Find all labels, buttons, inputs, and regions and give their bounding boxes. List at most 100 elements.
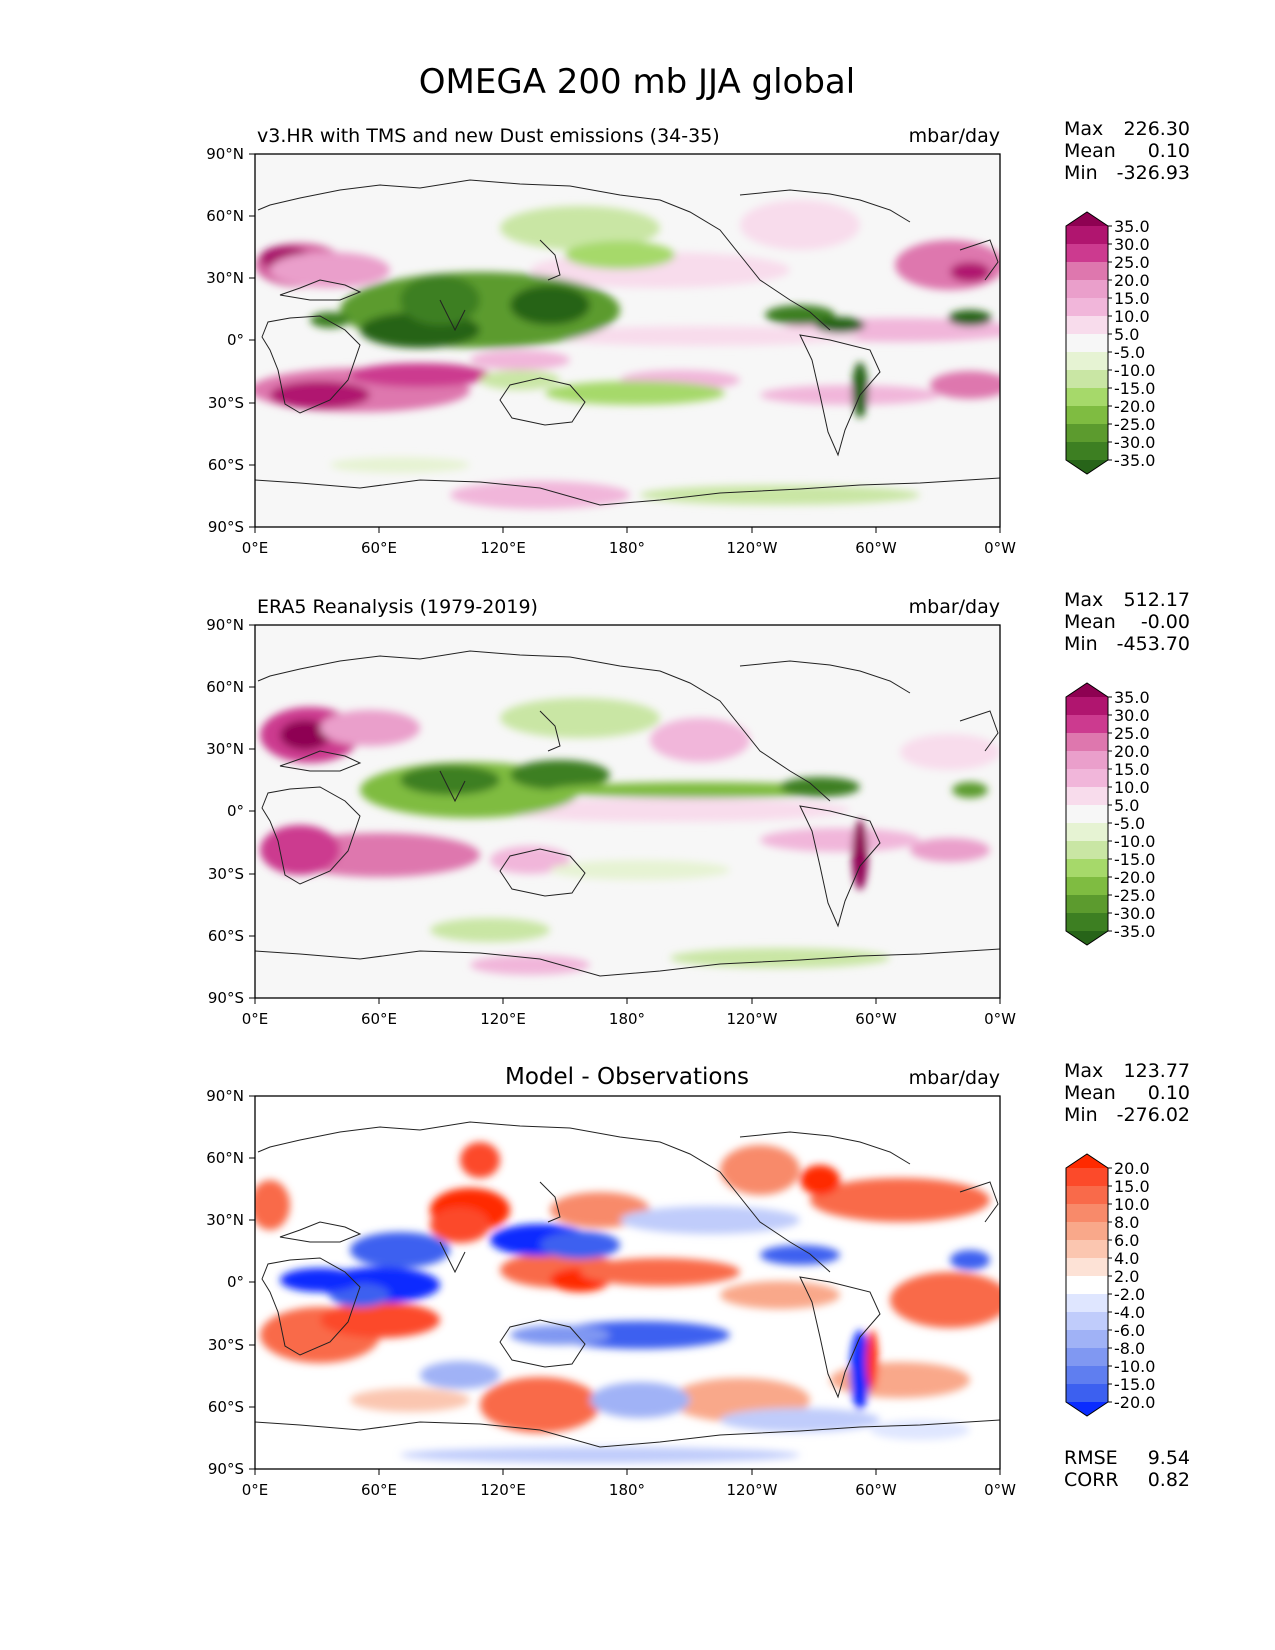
colorbar-tick-label: 15.0: [1114, 1177, 1150, 1196]
colorbar-bin: [1066, 1348, 1108, 1367]
colorbar-bin: [1066, 316, 1108, 335]
colorbar-bin: [1066, 1204, 1108, 1223]
y-tick-label: 30°S: [208, 394, 244, 412]
y-tick-label: 90°S: [208, 1460, 244, 1478]
colorbar-bin: [1066, 877, 1108, 896]
colorbar: 35.030.025.020.015.010.05.0-5.0-10.0-15.…: [1065, 211, 1155, 475]
x-axis: 0°E 60°E 120°E 180° 120°W 60°W 0°W: [242, 527, 1016, 557]
colorbar-tick-label: -15.0: [1114, 850, 1155, 869]
colorbar-bin: [1066, 1168, 1108, 1187]
colorbar: 35.030.025.020.015.010.05.0-5.0-10.0-15.…: [1065, 682, 1155, 946]
stat-min-value: -326.93: [1117, 162, 1190, 184]
stat-mean-value: -0.00: [1141, 611, 1190, 633]
map-field: [255, 1096, 1000, 1469]
colorbar-bin: [1066, 1276, 1108, 1295]
x-tick-label: 120°W: [727, 1481, 778, 1499]
y-tick-label: 30°N: [206, 740, 244, 758]
colorbar-tick-label: -25.0: [1114, 415, 1155, 434]
colorbar-bin: [1066, 697, 1108, 716]
colorbar-bin: [1066, 244, 1108, 263]
corr-label: CORR: [1064, 1469, 1119, 1491]
colorbar-extend-min: [1066, 931, 1108, 945]
stat-mean-label: Mean: [1064, 140, 1116, 162]
y-tick-label: 60°N: [206, 207, 244, 225]
colorbar-tick-label: -4.0: [1114, 1303, 1145, 1322]
y-tick-label: 60°N: [206, 678, 244, 696]
colorbar-bin: [1066, 262, 1108, 281]
y-tick-label: 60°S: [208, 927, 244, 945]
x-tick-label: 60°E: [361, 539, 397, 557]
colorbar-tick-label: 25.0: [1114, 724, 1150, 743]
y-axis: 90°N 60°N 30°N 0° 30°S 60°S 90°S: [206, 616, 255, 1007]
x-tick-label: 60°W: [855, 1481, 897, 1499]
colorbar-bin: [1066, 388, 1108, 407]
x-tick-label: 0°E: [242, 1481, 269, 1499]
y-tick-label: 0°: [227, 1273, 244, 1291]
x-axis: 0°E 60°E 120°E 180° 120°W 60°W 0°W: [242, 998, 1016, 1028]
colorbar-tick-label: 35.0: [1114, 217, 1150, 236]
panel-title: Model - Observations: [505, 1064, 749, 1090]
colorbar-bin: [1066, 769, 1108, 788]
colorbar-tick-label: -10.0: [1114, 1357, 1155, 1376]
x-tick-label: 0°E: [242, 539, 269, 557]
panel-difference: Model - Observations mbar/day: [206, 1060, 1190, 1499]
colorbar-bin: [1066, 1294, 1108, 1313]
colorbar-tick-label: -20.0: [1114, 397, 1155, 416]
colorbar-bin: [1066, 1384, 1108, 1403]
y-tick-label: 60°S: [208, 1398, 244, 1416]
x-tick-label: 60°W: [855, 539, 897, 557]
stat-max-label: Max: [1064, 118, 1103, 140]
y-tick-label: 30°S: [208, 865, 244, 883]
colorbar-tick-label: 6.0: [1114, 1231, 1139, 1250]
y-tick-label: 30°N: [206, 1211, 244, 1229]
colorbar-bin: [1066, 442, 1108, 461]
map-field: [255, 625, 1000, 998]
colorbar-tick-label: -20.0: [1114, 868, 1155, 887]
y-tick-label: 60°S: [208, 456, 244, 474]
x-tick-label: 180°: [609, 1481, 645, 1499]
stat-min-label: Min: [1064, 162, 1098, 184]
colorbar-tick-label: 20.0: [1114, 271, 1150, 290]
coastlines: [254, 179, 1001, 506]
colorbar-bin: [1066, 424, 1108, 443]
x-tick-label: 0°W: [984, 1481, 1016, 1499]
colorbar-bin: [1066, 1222, 1108, 1241]
stat-max-value: 123.77: [1124, 1060, 1190, 1082]
colorbar-bin: [1066, 1312, 1108, 1331]
colorbar-bin: [1066, 895, 1108, 914]
x-tick-label: 120°E: [480, 539, 526, 557]
x-tick-label: 60°E: [361, 1481, 397, 1499]
colorbar-tick-label: -10.0: [1114, 832, 1155, 851]
colorbar-extend-min: [1066, 460, 1108, 474]
stat-min-value: -276.02: [1117, 1104, 1190, 1126]
y-tick-label: 30°S: [208, 1336, 244, 1354]
colorbar-bin: [1066, 751, 1108, 770]
panel-title: ERA5 Reanalysis (1979-2019): [257, 596, 538, 618]
colorbar-bin: [1066, 913, 1108, 932]
y-tick-label: 0°: [227, 331, 244, 349]
colorbar-bin: [1066, 1366, 1108, 1385]
stat-mean-label: Mean: [1064, 611, 1116, 633]
colorbar-extend-min: [1066, 1402, 1108, 1416]
colorbar-tick-label: -5.0: [1114, 814, 1145, 833]
stat-min-label: Min: [1064, 633, 1098, 655]
colorbar-tick-label: 10.0: [1114, 1195, 1150, 1214]
x-tick-label: 60°W: [855, 1010, 897, 1028]
colorbar-tick-label: -25.0: [1114, 886, 1155, 905]
colorbar-tick-label: -30.0: [1114, 904, 1155, 923]
stat-mean-value: 0.10: [1148, 140, 1190, 162]
colorbar-bin: [1066, 334, 1108, 353]
stat-min-label: Min: [1064, 1104, 1098, 1126]
stat-min-value: -453.70: [1117, 633, 1190, 655]
stat-max-value: 512.17: [1124, 589, 1190, 611]
colorbar-tick-label: 8.0: [1114, 1213, 1139, 1232]
x-tick-label: 180°: [609, 539, 645, 557]
stats-block: Max 512.17 Mean -0.00 Min -453.70: [1064, 589, 1190, 655]
colorbar-bin: [1066, 370, 1108, 389]
colorbar-bin: [1066, 1330, 1108, 1349]
rmse-value: 9.54: [1148, 1447, 1190, 1469]
y-axis: 90°N 60°N 30°N 0° 30°S 60°S 90°S: [206, 1087, 255, 1478]
x-tick-label: 120°W: [727, 539, 778, 557]
stat-max-label: Max: [1064, 1060, 1103, 1082]
